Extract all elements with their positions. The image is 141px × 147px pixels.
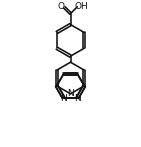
Text: OH: OH [74, 2, 88, 11]
Text: N: N [74, 94, 81, 103]
Text: N: N [60, 94, 67, 103]
Text: N: N [67, 89, 74, 98]
Text: O: O [58, 2, 65, 11]
